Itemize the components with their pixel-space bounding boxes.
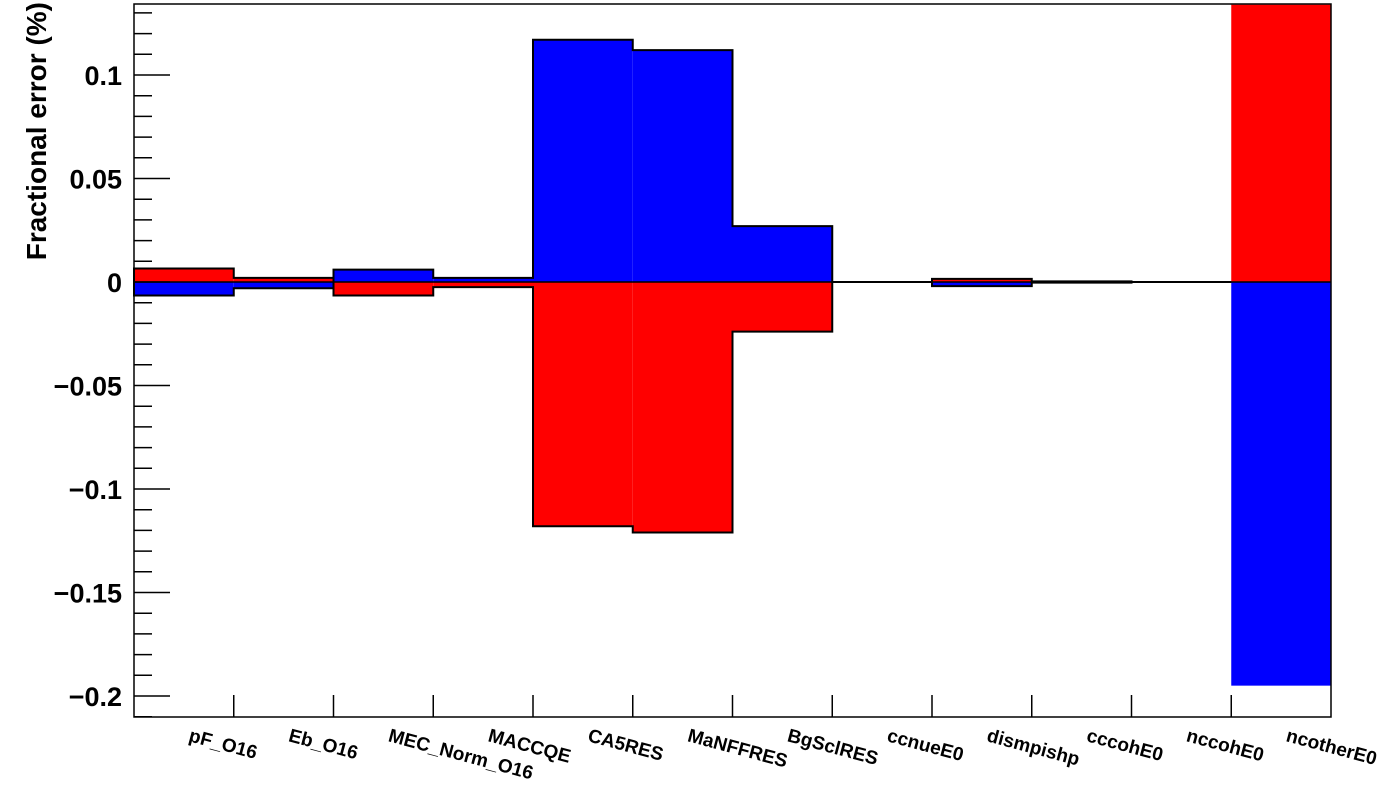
bar-series-1-dismpishp (932, 278, 1032, 282)
y-tick-label: −0.1 (69, 475, 122, 505)
bar-series-2-MaNFFRES (632, 50, 733, 282)
x-category-label: ccnueE0 (885, 726, 966, 767)
bar-series-1-MACCQE (433, 282, 533, 288)
x-category-label: pF_O16 (187, 726, 260, 764)
y-tick-label: 0 (107, 268, 122, 298)
y-tick-label: −0.15 (54, 579, 122, 609)
x-category-label: dismpishp (985, 726, 1082, 771)
x-category-label: BgSclRES (785, 726, 880, 770)
x-category-label: cccohE0 (1084, 726, 1165, 767)
x-category-label: MaNFFRES (685, 726, 789, 773)
bar-series-1-MEC_Norm_O16 (333, 282, 434, 296)
y-axis-labels: 0.1 0.05 0 −0.05 −0.1 −0.15 −0.2 (54, 61, 122, 712)
x-category-label: CA5RES (586, 726, 666, 766)
y-tick-label: 0.1 (84, 61, 122, 91)
bar-series-2-pF_O16 (134, 282, 234, 296)
bar-series-2-Eb_O16 (233, 282, 334, 289)
x-category-label: Eb_O16 (286, 726, 360, 765)
bar-series-2-MACCQE (433, 277, 533, 282)
y-tick-label: −0.05 (54, 372, 122, 402)
bar-series-2-ncotherE0 (1231, 282, 1331, 686)
x-category-label: nccohE0 (1184, 726, 1266, 767)
y-axis-title: Fractional error (%) (21, 2, 52, 260)
bar-series-1-Eb_O16 (233, 277, 334, 282)
bar-series-2-CA5RES (533, 39, 633, 283)
x-category-label: ncotherE0 (1284, 726, 1378, 770)
outline-series-2 (133, 38, 1232, 297)
histogram-outline (133, 38, 1232, 534)
bar-series-1-ncotherE0 (1231, 4, 1331, 283)
bar-series-2-BgSclRES (732, 226, 833, 282)
bar-series-1-CA5RES (533, 282, 633, 527)
y-tick-label: −0.2 (69, 682, 122, 712)
bar-series-1-pF_O16 (134, 268, 234, 282)
outline-series-1 (133, 267, 1232, 534)
y-axis-ticks (134, 12, 170, 718)
x-axis-ticks (233, 695, 1232, 717)
y-tick-label: 0.05 (69, 165, 122, 195)
bar-series-2-MEC_Norm_O16 (333, 269, 434, 282)
bar-series-1-BgSclRES (732, 282, 833, 332)
bar-series-2-dismpishp (932, 282, 1032, 287)
bar-series-1-MaNFFRES (632, 282, 733, 533)
bars (134, 4, 1331, 686)
